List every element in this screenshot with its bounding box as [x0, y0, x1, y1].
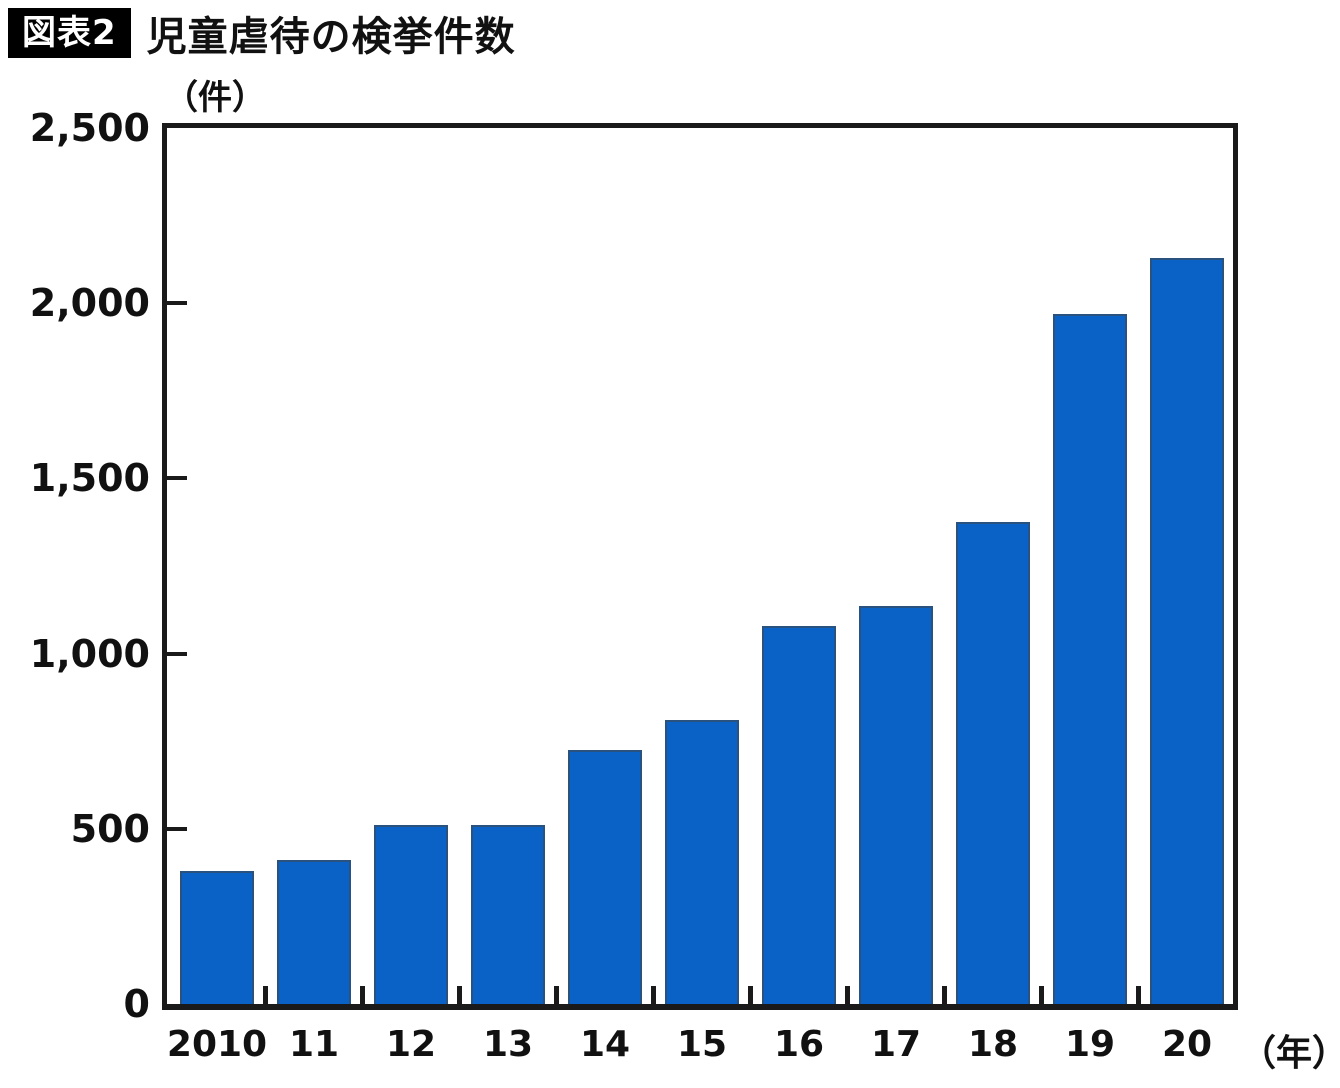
x-tick: [845, 986, 850, 1004]
y-tick: [167, 827, 187, 831]
y-tick-label: 500: [70, 807, 150, 851]
figure-title: 児童虐待の検挙件数: [146, 14, 516, 60]
bar-11: [277, 860, 351, 1004]
x-tick: [1039, 986, 1044, 1004]
x-tick: [554, 986, 559, 1004]
x-tick-label: 12: [385, 1024, 437, 1065]
x-tick-label: 17: [870, 1024, 922, 1065]
bar-13: [471, 825, 545, 1004]
y-tick: [167, 476, 187, 480]
x-tick: [651, 986, 656, 1004]
plot-area: [162, 123, 1238, 1010]
x-axis-unit-label: （年）: [1240, 1033, 1340, 1074]
y-tick-label: 1,000: [29, 632, 150, 676]
bar-15: [665, 720, 739, 1004]
figure-header: 図表2 児童虐待の検挙件数: [8, 8, 516, 60]
x-tick: [263, 986, 268, 1004]
x-tick: [748, 986, 753, 1004]
y-tick-label: 2,500: [29, 106, 150, 150]
y-tick-label: 0: [123, 982, 150, 1026]
x-tick-label: 11: [288, 1024, 340, 1065]
x-tick-label: 18: [967, 1024, 1019, 1065]
x-tick: [1136, 986, 1141, 1004]
x-tick-label: 2010: [166, 1024, 268, 1065]
bar-16: [762, 626, 836, 1004]
x-tick: [942, 986, 947, 1004]
y-tick: [167, 652, 187, 656]
y-tick-label: 1,500: [29, 456, 150, 500]
bar-18: [956, 522, 1030, 1004]
x-tick-label: 13: [482, 1024, 534, 1065]
x-tick-label: 14: [579, 1024, 631, 1065]
x-tick: [457, 986, 462, 1004]
bar-19: [1053, 314, 1127, 1004]
bar-14: [568, 750, 642, 1004]
bar-12: [374, 825, 448, 1004]
bar-17: [859, 606, 933, 1004]
x-tick-label: 19: [1064, 1024, 1116, 1065]
y-axis-unit-label: （件）: [164, 78, 266, 118]
bar-2010: [180, 871, 254, 1004]
x-tick-label: 16: [773, 1024, 825, 1065]
x-tick-label: 20: [1161, 1024, 1213, 1065]
y-tick: [167, 301, 187, 305]
figure-badge: 図表2: [8, 8, 131, 58]
bar-20: [1150, 258, 1224, 1004]
x-tick: [360, 986, 365, 1004]
x-tick-label: 15: [676, 1024, 728, 1065]
y-tick-label: 2,000: [29, 281, 150, 325]
